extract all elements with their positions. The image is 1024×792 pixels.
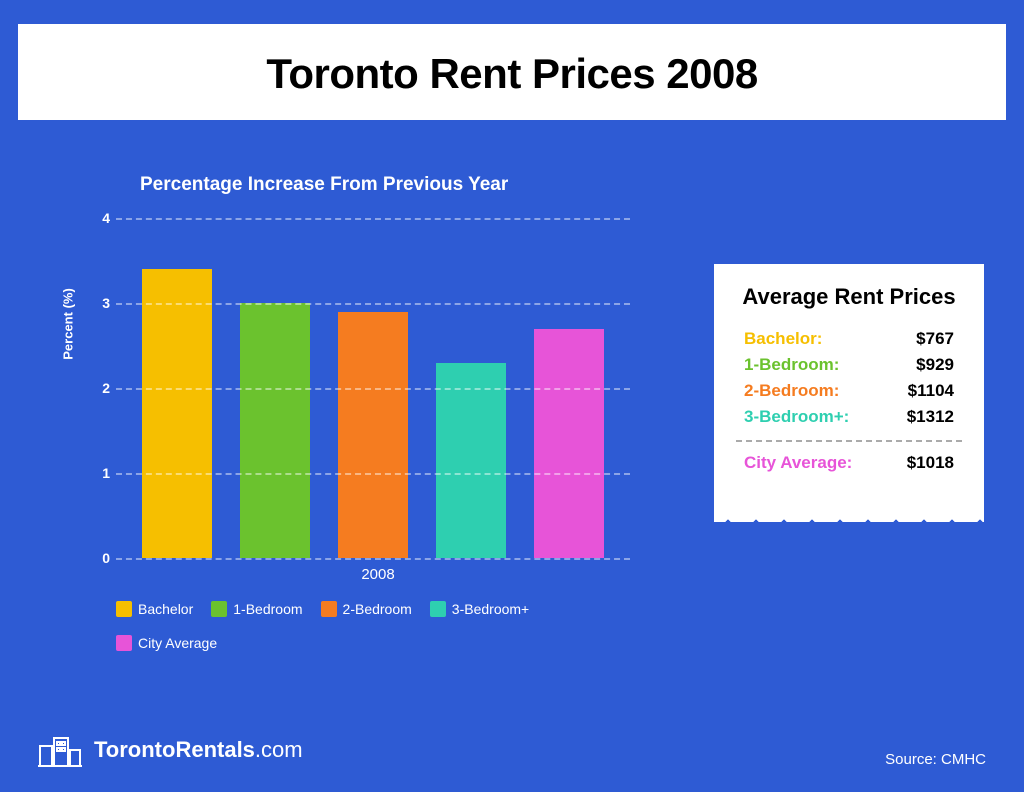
- legend-item: 1-Bedroom: [211, 601, 302, 617]
- price-value: $1104: [908, 381, 954, 401]
- price-label: 2-Bedroom:: [744, 381, 839, 401]
- legend-item: 3-Bedroom+: [430, 601, 529, 617]
- legend-item: Bachelor: [116, 601, 193, 617]
- legend-swatch: [211, 601, 227, 617]
- brand-text: TorontoRentals.com: [94, 737, 303, 763]
- legend-label: Bachelor: [138, 601, 193, 617]
- y-tick-label: 2: [90, 380, 110, 396]
- legend-swatch: [321, 601, 337, 617]
- price-label: Bachelor:: [744, 329, 822, 349]
- legend-swatch: [116, 635, 132, 651]
- legend-label: 2-Bedroom: [343, 601, 412, 617]
- price-rows: Bachelor: $767 1-Bedroom: $929 2-Bedroom: $11…: [736, 326, 962, 430]
- price-value: $929: [916, 355, 954, 375]
- price-label: 3-Bedroom+:: [744, 407, 849, 427]
- chart-subtitle: Percentage Increase From Previous Year: [140, 174, 640, 196]
- grid-line: [116, 558, 630, 560]
- grid-line: [116, 303, 630, 305]
- grid-line: [116, 218, 630, 220]
- price-row: Bachelor: $767: [736, 326, 962, 352]
- price-value: $767: [916, 329, 954, 349]
- price-card-title: Average Rent Prices: [736, 284, 962, 310]
- legend-swatch: [430, 601, 446, 617]
- y-tick-label: 0: [90, 550, 110, 566]
- price-label: 1-Bedroom:: [744, 355, 839, 375]
- divider: [736, 440, 962, 442]
- legend-label: 3-Bedroom+: [452, 601, 529, 617]
- grid-line: [116, 388, 630, 390]
- buildings-icon: [38, 732, 82, 768]
- y-axis-label: Percent (%): [61, 288, 76, 360]
- y-ticks: 01234: [90, 218, 110, 558]
- x-axis-label: 2008: [116, 566, 640, 583]
- price-row: 1-Bedroom: $929: [736, 352, 962, 378]
- price-row: 3-Bedroom+: $1312: [736, 404, 962, 430]
- price-card: Average Rent Prices Bachelor: $767 1-Bedro…: [714, 264, 984, 504]
- footer: TorontoRentals.com Source: CMHC: [38, 732, 986, 768]
- bar: [534, 329, 604, 559]
- brand: TorontoRentals.com: [38, 732, 303, 768]
- chart-area: Percentage Increase From Previous Year P…: [60, 174, 640, 651]
- legend-item: City Average: [116, 635, 217, 651]
- legend-item: 2-Bedroom: [321, 601, 412, 617]
- bar: [436, 363, 506, 559]
- y-tick-label: 4: [90, 210, 110, 226]
- y-tick-label: 1: [90, 465, 110, 481]
- grid-line: [116, 473, 630, 475]
- source-text: Source: CMHC: [885, 751, 986, 768]
- price-row: 2-Bedroom: $1104: [736, 378, 962, 404]
- y-tick-label: 3: [90, 295, 110, 311]
- bar: [338, 312, 408, 559]
- brand-bold: TorontoRentals: [94, 737, 255, 762]
- price-label: City Average:: [744, 453, 852, 473]
- chart-plot: Percent (%) 01234: [116, 218, 630, 558]
- legend-label: 1-Bedroom: [233, 601, 302, 617]
- bar: [142, 269, 212, 558]
- price-value: $1312: [907, 407, 954, 427]
- price-row-average: City Average: $1018: [736, 450, 962, 476]
- bar: [240, 303, 310, 558]
- legend: Bachelor 1-Bedroom 2-Bedroom 3-Bedroom+ City…: [116, 601, 640, 651]
- legend-swatch: [116, 601, 132, 617]
- title-banner: Toronto Rent Prices 2008: [18, 24, 1006, 120]
- price-value: $1018: [907, 453, 954, 473]
- legend-label: City Average: [138, 635, 217, 651]
- brand-suffix: .com: [255, 737, 303, 762]
- page-title: Toronto Rent Prices 2008: [18, 50, 1006, 98]
